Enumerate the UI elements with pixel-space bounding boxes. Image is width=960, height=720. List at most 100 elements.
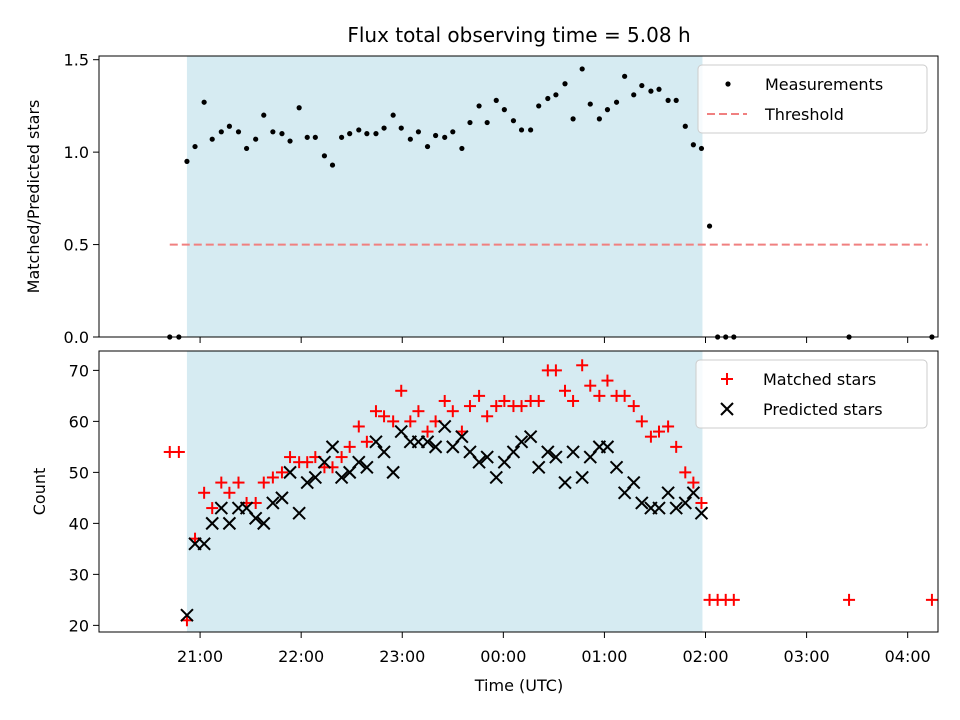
measurements-point [184, 158, 190, 164]
predicted-stars-point [652, 501, 666, 515]
measurements-point [235, 129, 242, 135]
matched-stars-point [662, 420, 675, 433]
measurements-point [339, 134, 345, 140]
matched-stars-point [206, 502, 219, 515]
y-tick-label: 40 [69, 514, 89, 533]
bottom-panel-legend: Matched stars Predicted stars [695, 359, 928, 429]
predicted-stars-point [283, 465, 297, 480]
top-panel-frame [98, 55, 939, 338]
legend-measurements-label: Measurements [765, 75, 883, 94]
measurements-point [639, 82, 645, 89]
matched-stars-point [498, 394, 511, 407]
measurements-point [424, 143, 431, 150]
x-tick-label: 23:00 [379, 647, 425, 666]
measurements-point [347, 131, 353, 137]
matched-stars-point [515, 400, 528, 413]
predicted-stars-point [678, 496, 692, 510]
bottom-panel-x-ticks: 21:00 22:00 23:00 00:00 01:00 02:00 03:00 04:00 [177, 632, 931, 666]
predicted-stars-point [566, 445, 580, 459]
measurements-point [253, 136, 259, 142]
measurements-point [226, 123, 232, 129]
measurements-point [442, 134, 448, 140]
measurements-point [613, 99, 620, 105]
measurements-point [665, 97, 671, 103]
predicted-stars-point [694, 506, 709, 520]
bottom-panel-marks [163, 359, 938, 627]
predicted-stars-point [635, 496, 649, 510]
predicted-stars-point [275, 491, 289, 505]
matched-stars-point [687, 476, 700, 489]
y-tick-label: 30 [69, 565, 89, 584]
measurements-point [381, 125, 387, 131]
measurements-point [493, 97, 499, 103]
y-tick-label: 50 [69, 463, 89, 482]
measurements-point [698, 145, 705, 152]
measurements-point [304, 134, 310, 140]
predicted-stars-point [532, 460, 546, 474]
x-tick-label: 01:00 [581, 647, 627, 666]
matched-stars-point [172, 445, 185, 458]
measurements-point [467, 119, 473, 126]
matched-stars-point [601, 374, 614, 387]
legend-predicted-marker [720, 402, 734, 416]
y-tick-label: 60 [69, 412, 89, 431]
predicted-stars-point [661, 486, 675, 500]
legend-matched-label: Matched stars [763, 370, 876, 389]
matched-stars-point [215, 476, 228, 489]
measurements-point [398, 125, 404, 131]
top-panel-y-label: Matched/Predicted stars [24, 100, 43, 294]
predicted-stars-point [257, 516, 271, 531]
matched-stars-point [438, 394, 451, 407]
measurements-point [706, 223, 713, 229]
measurements-point [562, 81, 568, 87]
predicted-stars-point [600, 440, 615, 454]
measurements-point [553, 92, 559, 98]
y-tick-label: 1.5 [64, 51, 89, 70]
matched-stars-point [473, 389, 486, 402]
measurements-point [510, 118, 517, 124]
predicted-stars-point [325, 440, 340, 454]
measurements-point [312, 134, 318, 140]
measurements-point [518, 127, 525, 133]
predicted-stars-point [334, 470, 349, 485]
matched-stars-point [232, 476, 245, 489]
predicted-stars-point [609, 460, 624, 474]
predicted-stars-point [197, 537, 211, 551]
matched-stars-point [412, 405, 425, 418]
measurements-point [501, 107, 507, 113]
predicted-stars-point [455, 429, 469, 444]
predicted-stars-point [308, 470, 323, 485]
measurements-point [261, 112, 267, 118]
measurements-point [648, 88, 654, 94]
matched-stars-point [360, 435, 373, 448]
measurements-point [587, 101, 593, 107]
matched-stars-point [284, 451, 297, 464]
measurements-point [390, 112, 396, 118]
matched-stars-point [925, 593, 938, 606]
matched-stars-point [335, 451, 348, 464]
legend-predicted-label: Predicted stars [763, 400, 883, 419]
measurements-point [218, 129, 224, 135]
top-panel-shaded-span [186, 56, 703, 337]
measurements-point [356, 127, 362, 133]
legend-matched-marker [721, 373, 733, 385]
predicted-stars-point [369, 435, 383, 449]
predicted-stars-point [627, 475, 641, 490]
x-axis-label: Time (UTC) [474, 676, 563, 695]
predicted-stars-point [489, 470, 503, 485]
top-panel-legend: Measurements Threshold [697, 64, 928, 134]
legend-box [695, 359, 928, 429]
measurements-point [415, 129, 422, 135]
predicted-stars-point [506, 445, 521, 459]
matched-stars-point [618, 389, 631, 402]
predicted-stars-point [472, 455, 486, 469]
matched-stars-point [404, 415, 417, 428]
predicted-stars-point [352, 455, 366, 469]
matched-stars-point [378, 410, 391, 423]
measurements-point [656, 86, 662, 92]
x-tick-label: 03:00 [784, 647, 830, 666]
measurements-point [201, 99, 207, 105]
matched-stars-point [257, 476, 270, 489]
predicted-stars-point [222, 516, 237, 531]
